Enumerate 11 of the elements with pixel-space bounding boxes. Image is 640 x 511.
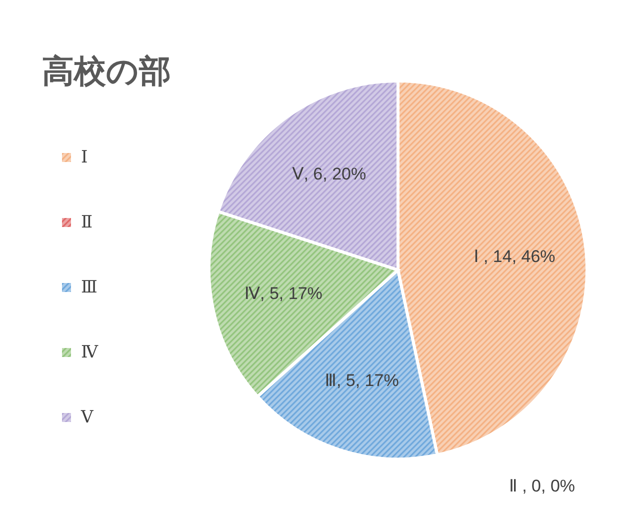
data-label: Ⅴ, 6, 20% [292, 164, 366, 184]
legend-label: Ⅰ [81, 147, 88, 168]
legend-label: Ⅲ [81, 277, 98, 298]
data-label: Ⅲ, 5, 17% [324, 370, 399, 390]
legend-label: Ⅴ [80, 407, 94, 428]
legend-label: Ⅳ [81, 342, 99, 362]
data-label: Ⅳ, 5, 17% [244, 284, 322, 303]
legend-label: Ⅱ [81, 212, 93, 232]
data-label: Ⅰ , 14, 46% [474, 247, 556, 266]
chart-title: 高校の部 [42, 52, 171, 90]
text: Ⅱ , 0, 0% [509, 476, 576, 496]
